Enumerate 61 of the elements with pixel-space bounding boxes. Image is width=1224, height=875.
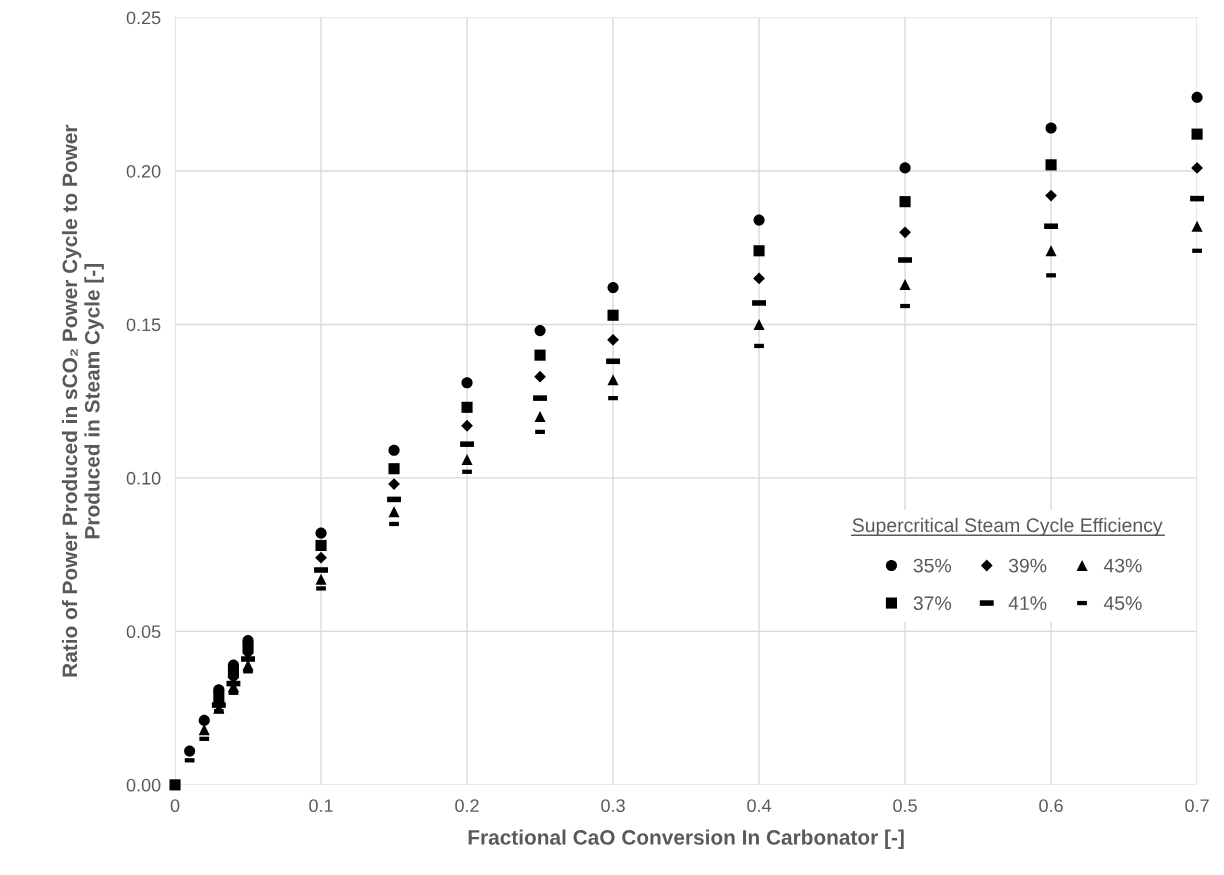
point	[388, 444, 400, 456]
point	[169, 779, 181, 791]
y-tick-label: 0.00	[126, 778, 161, 792]
x-tick-label: 0.7	[1185, 799, 1209, 813]
x-tick-label: 0.3	[601, 799, 625, 813]
point	[388, 506, 400, 518]
point	[388, 463, 400, 475]
point	[607, 374, 619, 386]
point	[315, 539, 327, 552]
x-tick-label: 0.4	[747, 799, 772, 813]
point	[1045, 159, 1057, 171]
point	[753, 214, 765, 226]
point	[534, 325, 546, 337]
point	[461, 419, 473, 432]
point	[534, 349, 546, 361]
x-tick-label: 0.5	[893, 799, 917, 813]
point	[534, 370, 546, 383]
y-tick-label: 0.10	[126, 471, 161, 485]
point	[607, 333, 619, 346]
point	[753, 245, 765, 257]
point	[1191, 162, 1203, 174]
x-axis-title: Fractional CaO Conversion In Carbonator [-]	[468, 829, 904, 849]
point	[899, 162, 911, 174]
x-tick-label: 0.2	[455, 799, 479, 813]
point	[461, 453, 473, 466]
x-tick-label: 0.1	[309, 799, 333, 813]
point	[315, 551, 327, 564]
point	[1191, 91, 1203, 103]
point	[198, 714, 210, 726]
point	[1045, 122, 1057, 134]
y-axis-title: Ratio of Power Produced in sCO₂ Power Cycle to Power Produced in Steam Cycle [-]	[61, 124, 104, 677]
y-tick-label: 0.15	[126, 318, 161, 332]
point	[899, 196, 911, 208]
point	[461, 401, 473, 413]
point	[899, 226, 911, 239]
point	[1045, 189, 1057, 202]
y-tick-label: 0.20	[126, 164, 161, 178]
point	[534, 410, 546, 423]
legend-label: 41%	[1008, 596, 1047, 610]
y-tick-label: 0.25	[126, 11, 161, 25]
point	[607, 309, 619, 321]
legend-label: 43%	[1103, 558, 1142, 573]
point	[461, 377, 473, 389]
point	[753, 272, 765, 285]
legend-label: 39%	[1008, 558, 1047, 573]
legend-label: 35%	[913, 558, 952, 573]
x-tick-label: 0	[170, 799, 180, 813]
point	[184, 745, 196, 757]
legend-label: 37%	[913, 596, 952, 611]
point	[315, 573, 327, 585]
point	[753, 318, 765, 331]
legend-label: 45%	[1103, 596, 1142, 611]
point	[899, 278, 911, 291]
point	[1045, 245, 1057, 257]
point	[1191, 128, 1203, 140]
y-tick-label: 0.05	[126, 625, 161, 639]
x-tick-label: 0.6	[1039, 799, 1063, 813]
point	[1191, 220, 1203, 232]
point	[315, 527, 327, 539]
legend-title: Supercritical Steam Cycle Efficiency	[852, 517, 1163, 536]
point	[607, 282, 619, 294]
